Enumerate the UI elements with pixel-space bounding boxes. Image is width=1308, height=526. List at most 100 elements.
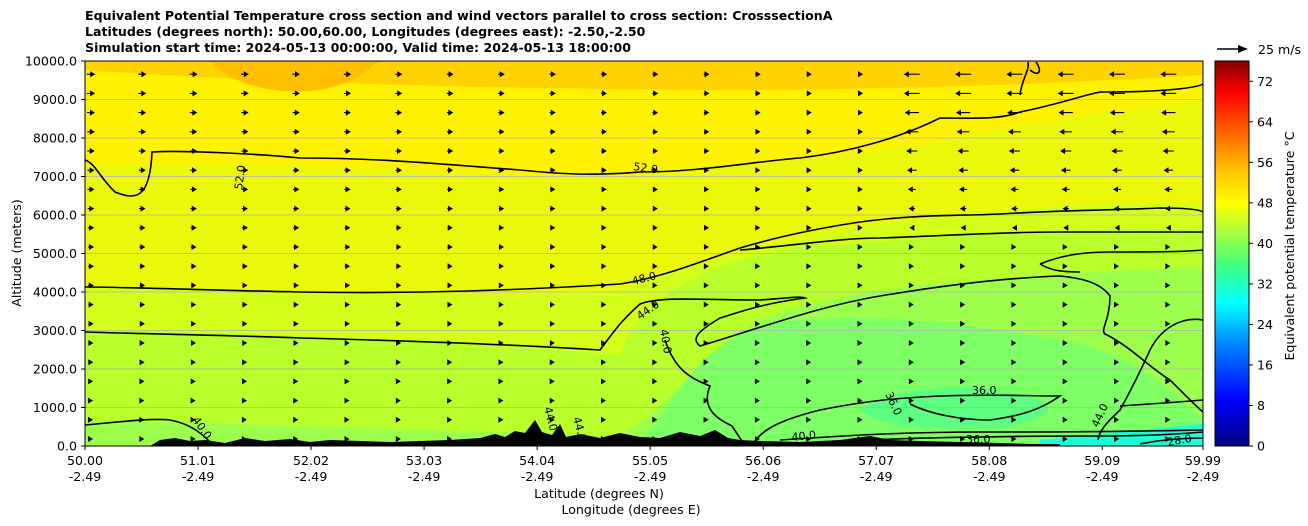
x-axis-label-lon: Longitude (degrees E) xyxy=(561,502,700,517)
contour-44-right xyxy=(1039,249,1203,273)
wind-vector-head xyxy=(89,167,95,174)
wind-vector-head xyxy=(549,359,555,366)
wind-vector-head xyxy=(345,128,351,135)
wind-vector-head xyxy=(1062,205,1068,212)
wind-vector-head xyxy=(806,301,812,308)
wind-vector-head xyxy=(857,340,863,346)
wind-vector-head xyxy=(448,186,454,193)
wind-vector-head xyxy=(396,186,402,193)
wind-vector-head xyxy=(550,109,556,116)
wind-vector-head xyxy=(89,128,95,135)
wind-vector-head xyxy=(1062,282,1068,289)
wind-vector-head xyxy=(294,205,300,212)
wind-vector-head xyxy=(755,186,761,193)
wind-vector-head xyxy=(447,378,453,385)
wind-vector-head xyxy=(960,320,966,327)
wind-vector-head xyxy=(908,436,914,442)
wind-vector-head xyxy=(448,109,454,116)
wind-vector-head xyxy=(857,148,863,154)
wind-vector-head xyxy=(1059,128,1065,135)
wind-vector-head xyxy=(704,128,710,135)
wind-vector-head xyxy=(601,205,607,212)
wind-vector-head xyxy=(703,359,709,366)
wind-vector-head xyxy=(806,148,812,154)
wind-vector-head xyxy=(754,378,760,385)
wind-vector-head xyxy=(601,397,606,404)
wind-vector-head xyxy=(344,359,350,366)
wind-vector-head xyxy=(908,301,914,308)
wind-vector-head xyxy=(755,224,761,231)
contour-52 xyxy=(85,83,1203,197)
wind-vector-head xyxy=(601,244,607,250)
wind-vector-head xyxy=(755,301,761,308)
wind-vector-head xyxy=(550,224,556,231)
wind-vector-head xyxy=(294,186,300,193)
wind-vector-head xyxy=(857,109,863,116)
colorbar-label: Equivalent potential temperature °C xyxy=(1282,131,1297,360)
contour-label: 40.0 xyxy=(791,428,817,443)
contour-label: 52.0 xyxy=(633,160,659,176)
wind-vector-head xyxy=(955,71,961,78)
colorbar-tick-label: 0 xyxy=(1257,439,1265,454)
wind-vector-head xyxy=(652,340,658,346)
wind-vector-head xyxy=(191,186,197,193)
wind-vector-head xyxy=(703,397,709,404)
wind-vector-head xyxy=(1011,320,1017,327)
wind-vector-head xyxy=(447,301,453,308)
wind-vector-head xyxy=(448,90,454,97)
wind-vector-head xyxy=(447,359,453,366)
wind-vector-head xyxy=(652,224,658,231)
wind-vector-head xyxy=(704,186,710,193)
wind-vector-head xyxy=(499,167,505,174)
wind-vector-head xyxy=(191,263,197,270)
wind-vector-head xyxy=(550,71,556,78)
wind-vector-head xyxy=(857,320,863,327)
wind-vector-head xyxy=(192,148,198,154)
wind-vector-head xyxy=(1112,167,1118,174)
wind-vector-head xyxy=(549,436,555,442)
wind-vector-head xyxy=(806,282,812,289)
wind-vector-head xyxy=(396,148,402,154)
x-tick-label-lon: -2.49 xyxy=(1187,469,1220,484)
wind-vector-head xyxy=(89,109,95,116)
contour-44 xyxy=(85,275,1203,413)
wind-vector-head xyxy=(88,340,94,346)
wind-vector-head xyxy=(294,167,300,174)
wind-vector-head xyxy=(345,263,351,270)
wind-vector-head xyxy=(1061,186,1067,193)
wind-vector-head xyxy=(498,282,504,289)
wind-vector-head xyxy=(652,205,658,212)
wind-vector-head xyxy=(806,340,812,346)
y-tick-label: 9000.0 xyxy=(33,92,77,107)
y-tick-label: 7000.0 xyxy=(33,169,77,184)
wind-vector-head xyxy=(345,167,351,174)
wind-vector-head xyxy=(601,167,607,174)
wind-vector-head xyxy=(1010,186,1016,193)
x-tick-label-lat: 59.99 xyxy=(1185,453,1221,468)
wind-vector-head xyxy=(294,224,300,231)
wind-vector-head xyxy=(242,359,248,366)
wind-vector-head xyxy=(396,205,402,212)
wind-vector-head xyxy=(1009,167,1015,174)
wind-vector-head xyxy=(806,263,812,270)
wind-vector-head xyxy=(857,359,863,366)
wind-vector-head xyxy=(344,416,350,423)
wind-vector-head xyxy=(243,186,249,193)
wind-vector-head xyxy=(1112,186,1118,193)
wind-vector-head xyxy=(549,320,555,327)
wind-vector-head xyxy=(857,128,863,135)
wind-vector-head xyxy=(857,282,863,289)
wind-vector-head xyxy=(905,128,911,135)
wind-vector-head xyxy=(139,416,145,423)
wind-vector-head xyxy=(601,320,607,327)
colorbar-tick-label: 8 xyxy=(1257,398,1265,413)
wind-vector-head xyxy=(960,301,966,308)
wind-vector-head xyxy=(704,90,710,97)
wind-vector-head xyxy=(190,359,196,366)
wind-vector-head xyxy=(499,90,505,97)
wind-vector-head xyxy=(88,320,94,327)
wind-vector-head xyxy=(344,320,350,327)
wind-vector-head xyxy=(857,186,863,193)
wind-vector-head xyxy=(89,148,95,154)
wind-vector-head xyxy=(1057,71,1063,78)
